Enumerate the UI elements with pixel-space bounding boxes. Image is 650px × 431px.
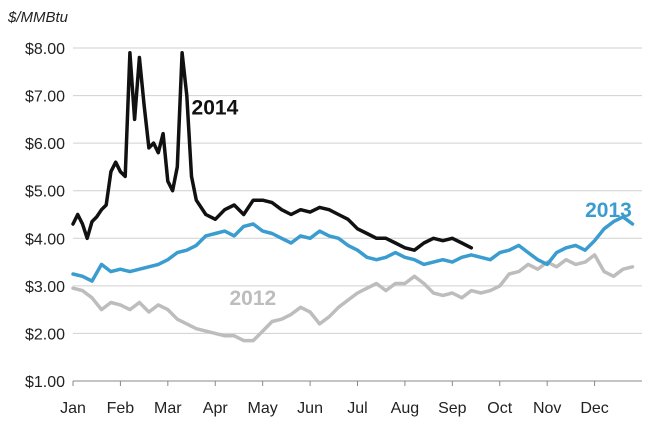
y-tick-label: $8.00	[25, 41, 65, 58]
x-tick-label: Mar	[154, 400, 182, 417]
x-tick-label: Sep	[438, 400, 467, 417]
x-tick-label: Jan	[60, 400, 86, 417]
x-tick-label: Apr	[203, 400, 229, 417]
unit-label: $/MMBtu	[7, 9, 69, 26]
series-line-2014	[71, 51, 474, 252]
x-axis-ticks: Jan Feb Mar Apr May Jun Jul Aug Sep Oct Nov Dec	[60, 381, 609, 417]
y-axis-ticks: $1.00 $2.00 $3.00 $4.00 $5.00 $6.00 $7.00 $8.00	[25, 41, 65, 391]
x-tick-label: Nov	[533, 400, 561, 417]
x-tick-label: Dec	[580, 400, 608, 417]
y-tick-label: $3.00	[25, 279, 65, 296]
y-tick-label: $1.00	[25, 374, 65, 391]
x-tick-label: Jul	[347, 400, 367, 417]
series-line-2012	[71, 253, 635, 343]
y-tick-label: $6.00	[25, 136, 65, 153]
series-label-2014: 2014	[192, 97, 239, 120]
y-tick-label: $2.00	[25, 326, 65, 343]
x-tick-label: Oct	[487, 400, 512, 417]
series-line-2013	[71, 215, 635, 283]
y-tick-label: $5.00	[25, 184, 65, 201]
series-labels: 2014 2013 2012	[192, 97, 632, 310]
x-tick-label: Feb	[107, 400, 135, 417]
x-tick-label: Aug	[391, 400, 419, 417]
series-lines	[71, 51, 635, 343]
series-label-2012: 2012	[229, 287, 276, 310]
gridlines	[73, 47, 642, 334]
x-tick-label: May	[248, 400, 278, 417]
series-label-2013: 2013	[585, 199, 632, 222]
y-tick-label: $4.00	[25, 231, 65, 248]
y-tick-label: $7.00	[25, 89, 65, 106]
x-tick-label: Jun	[297, 400, 323, 417]
